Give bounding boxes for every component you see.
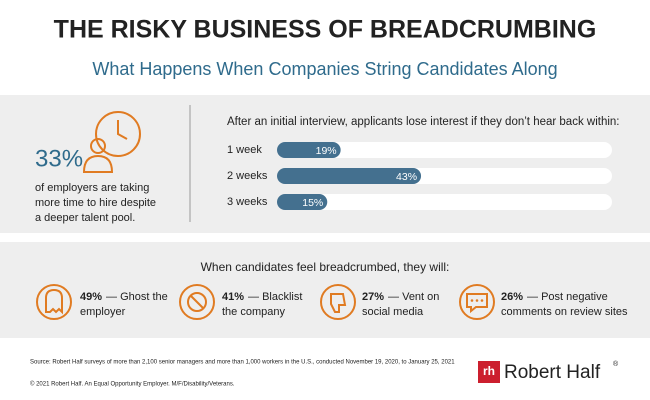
- registered: ®: [613, 360, 619, 368]
- item-percent: 26%: [501, 291, 523, 303]
- copyright: © 2021 Robert Half. An Equal Opportunity…: [30, 381, 235, 388]
- value-label: 15%: [302, 197, 323, 209]
- stat-line: a deeper talent pool.: [35, 212, 135, 224]
- value-label: 43%: [396, 171, 417, 183]
- clock-person-icon: [82, 111, 141, 173]
- thumbs-down-icon: [320, 284, 356, 320]
- category-label: 2 weeks: [227, 170, 268, 182]
- item-percent: 27%: [362, 291, 384, 303]
- category-label: 3 weeks: [227, 196, 268, 208]
- item-line: 27% — Vent on: [362, 291, 439, 303]
- item-text: — Post negative: [527, 291, 608, 303]
- comment-icon: [459, 284, 495, 320]
- title: THE RISKY BUSINESS OF BREADCRUMBING: [54, 16, 597, 44]
- ghost-icon: [36, 284, 72, 320]
- stat-value: 33%: [35, 145, 83, 172]
- section-heading: When candidates feel breadcrumbed, they …: [201, 260, 450, 274]
- item-line: 26% — Post negative: [501, 291, 608, 303]
- bar: [277, 168, 422, 184]
- item-percent: 49%: [80, 291, 102, 303]
- stat-line: of employers are taking: [35, 182, 149, 194]
- logo-mark: [478, 361, 500, 383]
- item-line: 41% — Blacklist: [222, 291, 302, 303]
- item-line: social media: [362, 306, 424, 318]
- item-line: comments on review sites: [501, 306, 628, 318]
- item-line: 49% — Ghost the: [80, 291, 168, 303]
- logo-letters: rh: [483, 364, 495, 378]
- bar-track: [277, 142, 612, 158]
- item-percent: 41%: [222, 291, 244, 303]
- bar: [277, 142, 341, 158]
- bar: [277, 194, 328, 210]
- category-label: 1 week: [227, 144, 262, 156]
- value-label: 19%: [316, 145, 337, 157]
- item-line: the company: [222, 306, 285, 318]
- chart-title: After an initial interview, applicants l…: [227, 116, 619, 128]
- bar-track: [277, 194, 612, 210]
- item-line: employer: [80, 306, 126, 318]
- subtitle: What Happens When Companies String Candi…: [92, 59, 557, 79]
- item-text: — Blacklist: [248, 291, 302, 303]
- brand: Robert Half: [504, 362, 601, 383]
- stat-line: more time to hire despite: [35, 197, 156, 209]
- source: Source: Robert Half surveys of more than…: [30, 360, 455, 366]
- item-text: — Vent on: [388, 291, 439, 303]
- bar-chart: 1 week 19% 2 weeks 43% 3 weeks 15%: [227, 142, 612, 210]
- item-text: — Ghost the: [106, 291, 168, 303]
- ban-icon: [179, 284, 215, 320]
